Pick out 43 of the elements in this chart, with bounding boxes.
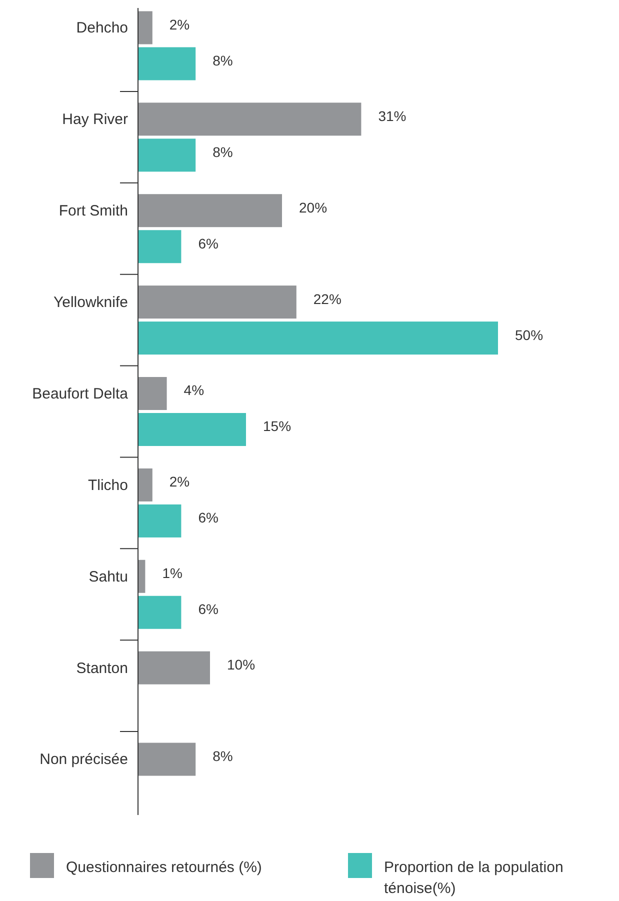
bar [138,651,210,684]
bar [138,377,167,410]
bar [138,596,182,629]
legend-label: Questionnaires retournés (%) [66,859,262,876]
bar [138,102,362,136]
data-label: 22% [313,290,342,307]
data-label: 8% [212,748,233,764]
bar [138,322,498,355]
y-tick-label: Fort Smith [58,202,128,220]
data-label: 8% [212,144,233,160]
y-tick-label: Yellowknife [54,294,128,312]
y-tick-label: Non précisée [40,751,128,768]
data-label: 31% [378,108,406,124]
bar [138,468,152,502]
legend-label: Proportion de la population ténoise(%) [384,859,564,897]
data-label: 20% [299,199,328,216]
bar [138,560,146,593]
data-label: 15% [263,418,292,434]
data-label: 2% [169,16,190,32]
bar [138,413,246,446]
data-label: 6% [198,235,218,252]
y-tick-label: Tlicho [88,476,128,494]
bar [138,286,296,319]
bar [138,504,182,538]
data-label: 50% [515,326,544,343]
data-label: 4% [184,382,204,398]
y-tick-label: Dehcho [76,20,128,37]
bar [138,11,152,44]
y-tick-label: Beaufort Delta [32,385,129,402]
bar [138,230,182,264]
bar [138,194,282,228]
bar [138,138,196,172]
data-label: 2% [169,474,190,490]
data-label: 8% [212,52,233,68]
y-tick-label: Hay River [62,111,128,128]
bar [138,47,196,80]
data-label: 10% [227,656,256,673]
data-label: 6% [198,601,218,618]
data-label: 1% [162,565,182,582]
y-tick-label: Stanton [76,660,128,677]
data-label: 6% [198,510,218,526]
bar [138,742,196,776]
y-tick-label: Sahtu [88,568,128,586]
